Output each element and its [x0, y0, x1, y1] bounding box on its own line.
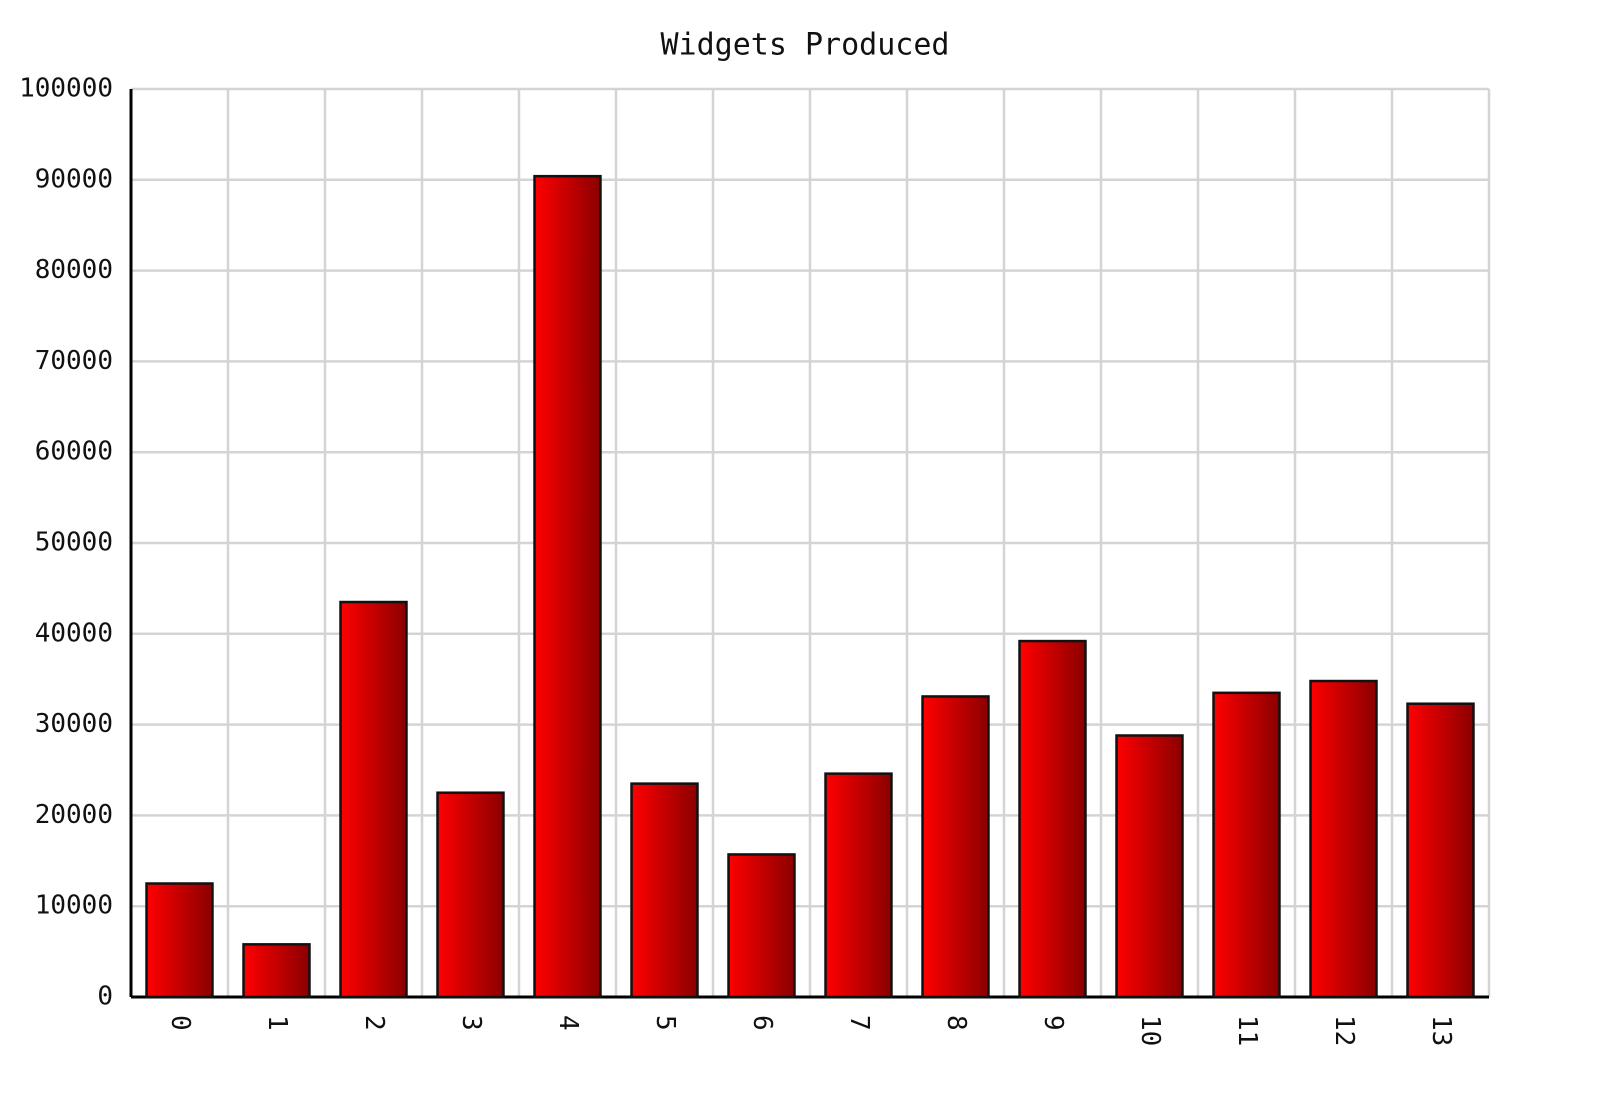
- bar: [1309, 679, 1378, 999]
- bar: [727, 853, 796, 999]
- x-tick-label: 10: [1135, 1015, 1165, 1046]
- x-tick-label: 2: [359, 1015, 389, 1031]
- bar: [339, 600, 408, 999]
- bar: [436, 791, 505, 999]
- x-tick-label: 12: [1329, 1015, 1359, 1046]
- x-tick-label: 3: [456, 1015, 486, 1031]
- bar: [533, 174, 602, 999]
- x-tick-label: 4: [553, 1015, 583, 1031]
- y-tick-label: 20000: [35, 800, 113, 830]
- bar: [1406, 702, 1475, 999]
- x-tick-label: 5: [650, 1015, 680, 1031]
- bar: [1018, 639, 1087, 999]
- y-tick-label: 10000: [35, 891, 113, 921]
- bar: [145, 882, 214, 999]
- x-tick-label: 11: [1232, 1015, 1262, 1046]
- y-tick-label: 70000: [35, 346, 113, 376]
- x-tick-label: 0: [165, 1015, 195, 1031]
- bar: [1212, 691, 1281, 999]
- y-tick-label: 30000: [35, 709, 113, 739]
- y-tick-label: 0: [97, 982, 113, 1012]
- bar: [1115, 734, 1184, 999]
- y-tick-label: 40000: [35, 618, 113, 648]
- bar: [242, 943, 311, 999]
- y-tick-label: 100000: [19, 74, 113, 104]
- x-tick-label: 8: [941, 1015, 971, 1031]
- y-tick-label: 80000: [35, 255, 113, 285]
- bar: [630, 782, 699, 999]
- chart-title: Widgets Produced: [661, 28, 950, 63]
- y-tick-label: 60000: [35, 437, 113, 467]
- x-tick-label: 6: [747, 1015, 777, 1031]
- y-tick-label: 50000: [35, 528, 113, 558]
- bar: [824, 772, 893, 999]
- y-tick-label: 90000: [35, 164, 113, 194]
- x-tick-label: 7: [844, 1015, 874, 1031]
- bar: [921, 695, 990, 999]
- x-tick-label: 13: [1426, 1015, 1456, 1046]
- x-tick-label: 1: [262, 1015, 292, 1031]
- x-tick-label: 9: [1038, 1015, 1068, 1031]
